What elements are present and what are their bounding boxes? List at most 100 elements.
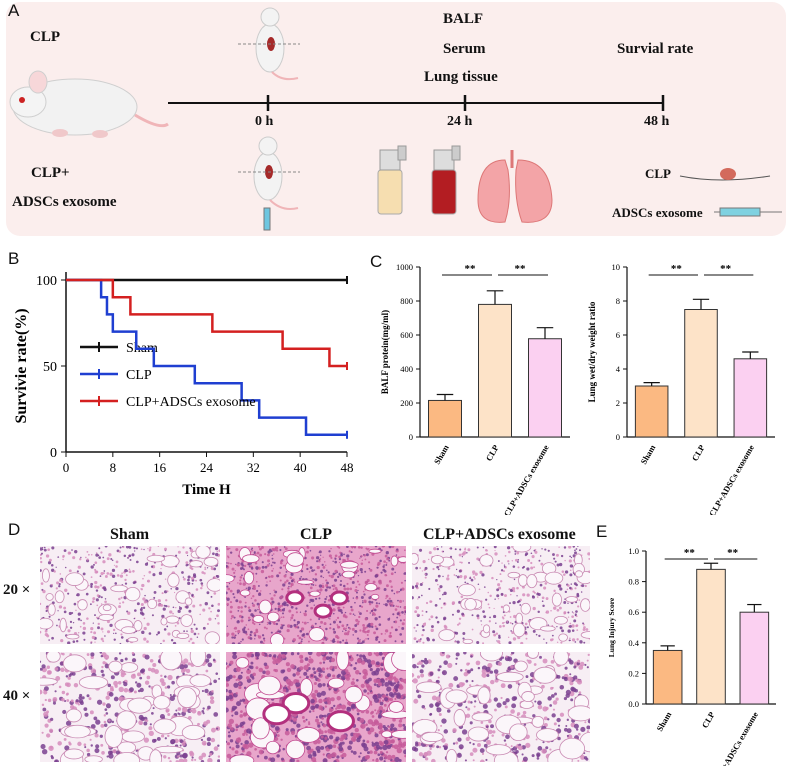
row-40x-label: 40 × [3,688,31,704]
timepoint-24h: 24 h [447,114,473,129]
y-tick-label: 1.0 [628,546,639,556]
bar-1 [478,303,512,438]
balf-protein-chart: 0 200 400 600 800 1000 BALF protein(mg/ml) Sham… [380,262,570,515]
col-sham-label: Sham [110,526,150,543]
legend-label: CLP [126,368,152,383]
y-tick-label: 1000 [396,262,413,272]
clp-ligation-icon [679,168,771,181]
y-tick-label: 0 [50,446,57,461]
col-exo-label: CLP+ADSCs exosome [423,526,576,543]
histology-clp-40x [226,652,406,762]
y-tick-label: 0.8 [628,577,639,587]
category-label: Sham [638,443,657,466]
survival-chart: 0 50 100 0 8 16 24 32 40 48 Time H Survivie rate(%)… [13,272,354,498]
y-tick-label: 400 [400,364,413,374]
category-label: CLP [484,443,501,463]
y-axis-title: BALF protein(mg/ml) [380,310,390,394]
x-tick-label: 24 [200,460,214,475]
legend-clp-label: CLP [645,166,671,181]
series-line-2 [66,278,347,368]
y-axis-title: Survivie rate(%) [13,308,30,423]
y-tick-label: 2 [616,398,620,408]
bar-2 [739,611,770,705]
group-exo-label-line2: ADSCs exosome [12,194,117,210]
y-tick-label: 800 [400,296,413,306]
y-tick-label: 8 [616,296,620,306]
col-clp-label: CLP [300,526,332,543]
lung-injury-score-chart: 0.0 0.2 0.4 0.6 0.8 1.0 Lung Injury Score Sham C… [607,546,776,766]
significance-label: ** [684,547,696,559]
bar-0 [652,649,683,705]
y-tick-label: 0.6 [628,607,639,617]
syringe-icon [714,207,782,217]
histology-exo-20x [412,546,590,644]
bar-0 [428,399,462,438]
surgery-mouse-exosome-icon [238,136,300,231]
x-tick-label: 16 [153,460,167,475]
x-tick-label: 8 [110,460,117,475]
y-tick-label: 200 [400,398,413,408]
balf-tube-icon [377,145,407,215]
bar-2 [528,338,562,438]
x-tick-label: 0 [63,460,70,475]
panel-a-schematic [9,7,782,231]
significance-label: ** [465,263,477,275]
category-label: CLP+ADSCs exosome [502,443,551,515]
histology-sham-40x [40,652,220,762]
serum-tube-icon [431,145,461,215]
y-tick-label: 0.0 [628,699,639,709]
x-tick-label: 40 [294,460,307,475]
x-axis-title: Time H [182,482,231,498]
category-label: CLP [690,443,707,463]
sample-serum: Serum [443,41,486,57]
y-tick-label: 100 [36,274,57,289]
histology-exo-40x [412,652,590,762]
panel-a-label: A [8,1,20,20]
panel-d-label: D [8,520,21,539]
y-tick-label: 4 [616,364,621,374]
legend-exo-label: ADSCs exosome [612,205,703,220]
category-label: CLP [700,710,717,730]
y-axis-title: Lung Injury Score [607,597,616,657]
panel-e-label: E [596,522,608,541]
category-label: Sham [432,443,451,466]
y-tick-label: 0 [409,432,413,442]
y-tick-label: 0.4 [628,638,639,648]
lung-icon [477,150,553,223]
y-axis-title: Lung wet/dry weight ratio [587,301,597,402]
mouse-icon [9,70,169,138]
endpoint-survival: Survial rate [617,41,694,57]
y-tick-label: 6 [616,330,620,340]
y-tick-label: 600 [400,330,413,340]
series-line-1 [66,278,347,437]
sample-balf: BALF [443,11,484,27]
bar-0 [634,385,669,438]
wet-dry-ratio-chart: 0 2 4 6 8 10 Lung wet/dry weight ratio Sham CLP C… [587,262,775,515]
bar-1 [684,309,718,438]
surgery-mouse-icon [238,7,300,81]
panel-c-label: C [370,252,383,271]
x-tick-label: 48 [341,460,354,475]
category-label: CLP+ADSCs exosome [707,443,756,515]
significance-label: ** [727,547,739,559]
panel-b-label: B [8,249,20,268]
x-tick-label: 32 [247,460,260,475]
bar-1 [696,568,726,705]
group-clp-label: CLP [30,29,60,45]
category-label: Sham [654,710,673,733]
row-20x-label: 20 × [3,582,31,598]
timepoint-48h: 48 h [644,114,670,129]
bar-2 [733,358,768,438]
y-tick-label: 10 [612,262,621,272]
significance-label: ** [671,263,683,275]
significance-label: ** [515,263,527,275]
group-exo-label-line1: CLP+ [31,165,70,181]
histology-sham-20x [40,546,220,644]
y-tick-label: 0 [616,432,620,442]
y-tick-label: 0.2 [628,668,639,678]
y-tick-label: 50 [43,360,57,375]
category-label: CLP+ADSCs exosome [711,710,760,766]
sample-lung-tissue: Lung tissue [424,69,498,85]
legend-label: CLP+ADSCs exosome [126,395,256,410]
significance-label: ** [720,263,732,275]
